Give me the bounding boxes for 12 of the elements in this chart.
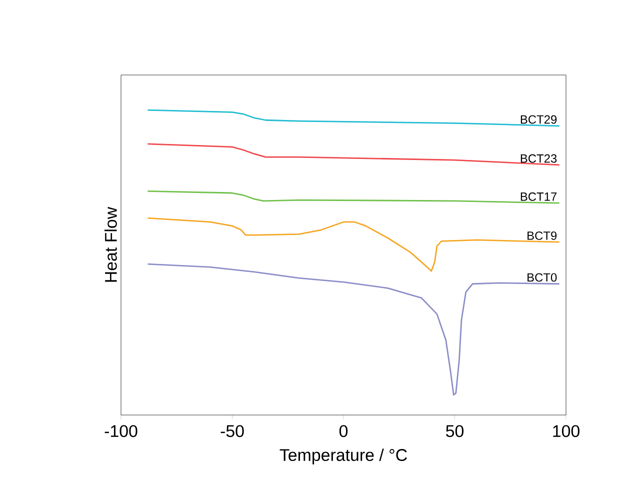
series-label: BCT9 [528, 231, 557, 240]
x-tick-label: -50 [220, 425, 244, 438]
series-label: BCT29 [520, 115, 557, 124]
series-label: BCT0 [528, 273, 557, 282]
y-axis-title: Heat Flow [104, 206, 117, 282]
x-tick-label: 50 [446, 425, 464, 438]
series-label: BCT23 [520, 154, 557, 163]
x-tick-label: 100 [553, 425, 580, 438]
x-axis-title: Temperature / °C [280, 448, 407, 464]
series-label: BCT17 [520, 192, 557, 201]
x-tick-label: -100 [104, 425, 138, 438]
x-tick-label: 0 [339, 425, 348, 438]
